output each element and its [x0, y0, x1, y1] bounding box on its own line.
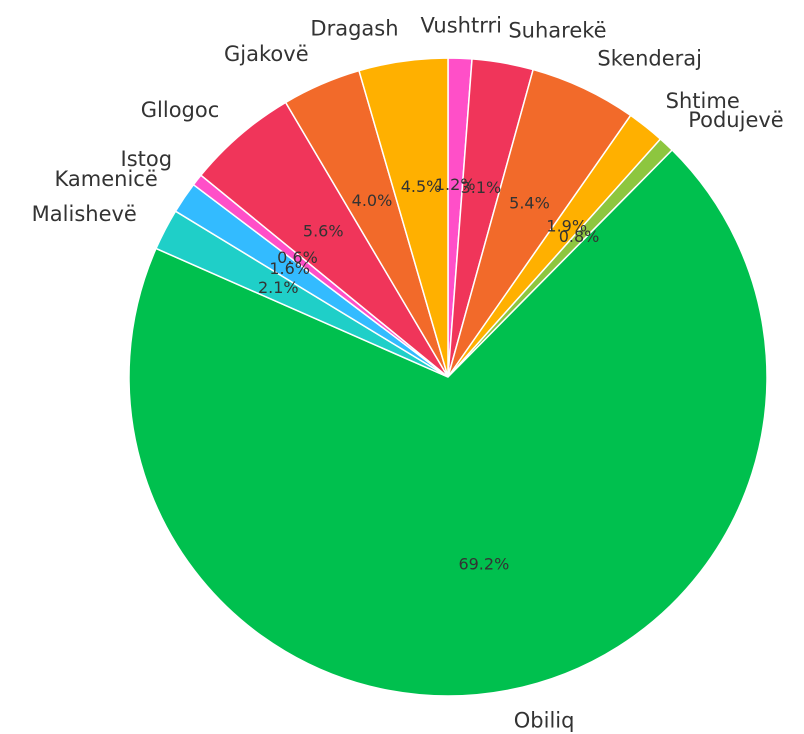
category-label-shtime: Shtime: [666, 89, 740, 113]
category-label-istog: Istog: [121, 147, 173, 171]
percentage-label-shtime: 1.9%: [546, 216, 587, 235]
category-label-gjakove: Gjakovë: [224, 42, 309, 66]
percentage-label-podujeve: 0.8%: [559, 227, 600, 246]
category-label-vushtrri: Vushtrri: [420, 13, 501, 37]
percentage-label-gllogoc: 5.6%: [303, 221, 344, 240]
pie-slices: [128, 57, 768, 697]
category-label-obiliq: Obiliq: [514, 709, 575, 733]
percentage-label-dragash: 4.5%: [401, 177, 442, 196]
category-label-kamenice: Kamenicë: [55, 167, 158, 191]
percentage-label-vushtrri: 1.2%: [435, 175, 476, 194]
percentage-label-suhareke: 3.1%: [461, 178, 502, 197]
category-label-suhareke: Suharekë: [508, 18, 606, 42]
percentage-label-obiliq: 69.2%: [458, 555, 509, 574]
category-label-malisheve: Malishevë: [32, 202, 137, 226]
category-label-dragash: Dragash: [310, 17, 398, 41]
category-label-podujeve: Podujevë: [688, 108, 784, 132]
slice-dragash: [358, 57, 449, 378]
percentage-label-malisheve: 2.1%: [258, 278, 299, 297]
percentage-label-skenderaj: 5.4%: [509, 193, 550, 212]
percentage-label-gjakove: 4.0%: [352, 191, 393, 210]
slice-obiliq: [128, 148, 768, 697]
category-label-gllogoc: Gllogoc: [141, 98, 220, 122]
percentage-label-kamenice: 1.6%: [269, 259, 310, 278]
percentage-label-istog: 0.6%: [277, 248, 318, 267]
percentage-labels: 1.2%3.1% 5.4% 1.9%0.8% 69.2% 2.1%1.6%0.6% 5.6…: [258, 175, 599, 573]
category-label-skenderaj: Skenderaj: [597, 47, 702, 71]
